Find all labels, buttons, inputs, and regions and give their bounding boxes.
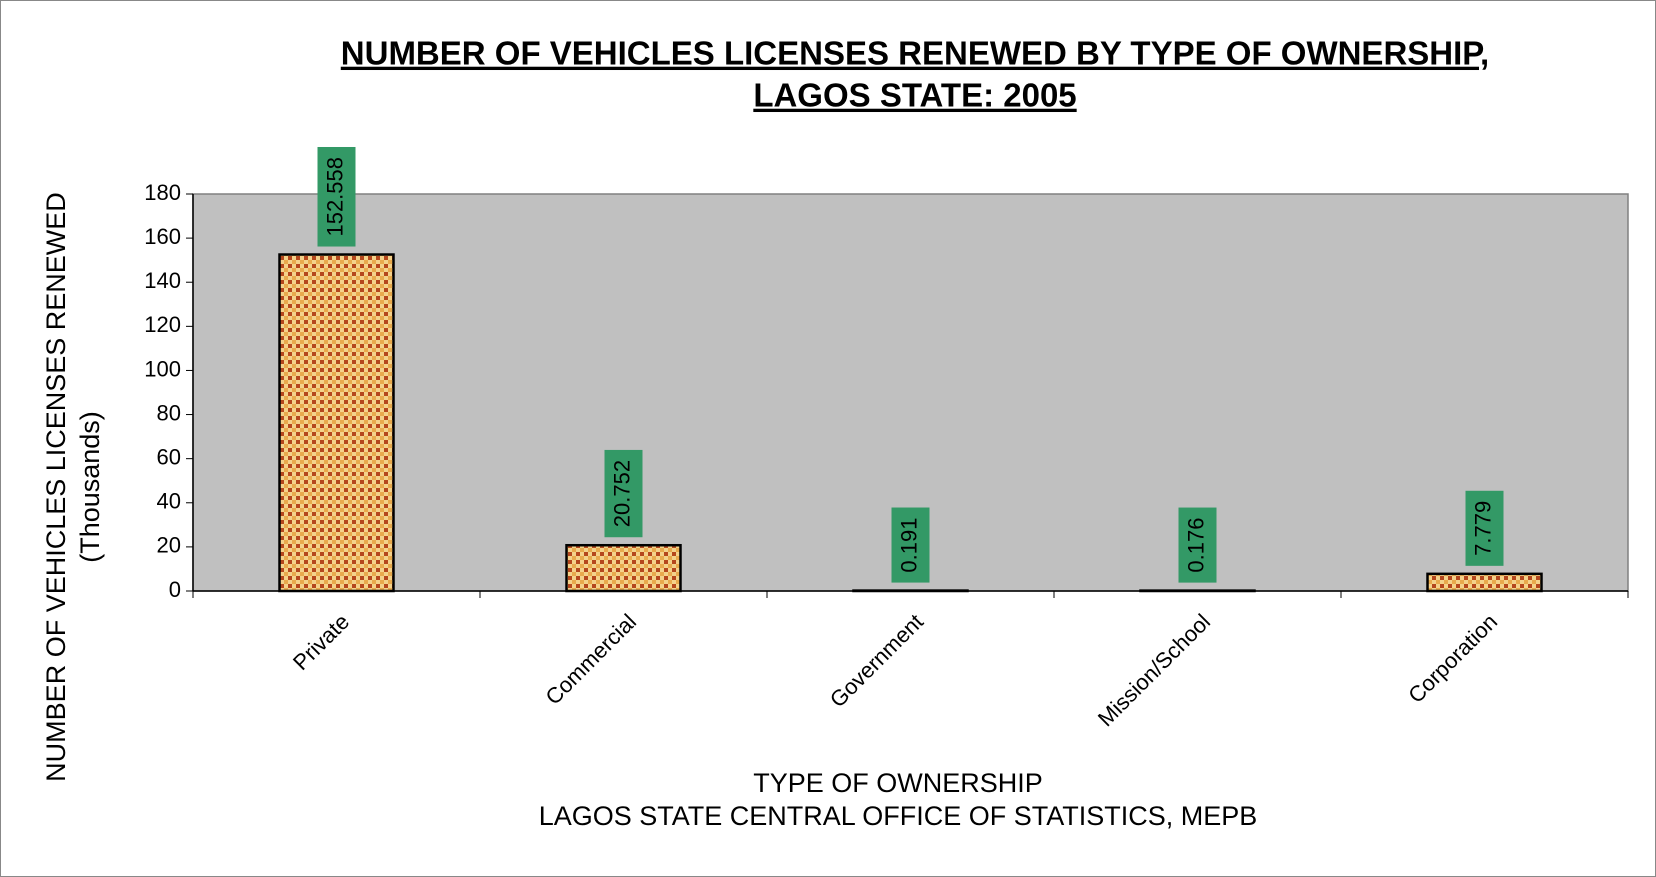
x-tick-label: Government (825, 609, 928, 712)
bar (1426, 572, 1543, 593)
y-tick-label: 40 (157, 489, 181, 514)
y-tick-label: 140 (144, 268, 181, 293)
data-label-box (891, 507, 930, 583)
chart-title: LAGOS STATE: 2005 (753, 77, 1076, 114)
y-tick-label: 120 (144, 312, 181, 337)
x-tick-label: Private (288, 609, 354, 675)
data-label: 152.558 (322, 157, 347, 237)
y-tick-label: 100 (144, 356, 181, 381)
y-tick-label: 0 (169, 577, 181, 602)
data-label: 20.752 (609, 460, 634, 527)
y-tick-label: 20 (157, 533, 181, 558)
data-label-box (1178, 507, 1217, 583)
data-label: 0.176 (1183, 518, 1208, 573)
y-axis-label: (Thousands) (75, 411, 105, 563)
bar (565, 543, 682, 593)
x-tick-label: Commercial (540, 609, 641, 710)
y-axis-label: NUMBER OF VEHICLES LICENSES RENEWED (41, 192, 71, 782)
y-tick-label: 80 (157, 400, 181, 425)
y-tick-label: 180 (144, 180, 181, 205)
data-label-box (1465, 490, 1504, 566)
x-axis-label: TYPE OF OWNERSHIP (753, 768, 1043, 798)
y-tick-label: 60 (157, 444, 181, 469)
chart-title: NUMBER OF VEHICLES LICENSES RENEWED BY T… (341, 35, 1489, 72)
bar (278, 253, 395, 593)
x-tick-label: Mission/School (1093, 609, 1215, 731)
data-label: 7.779 (1470, 501, 1495, 556)
source-note: LAGOS STATE CENTRAL OFFICE OF STATISTICS… (539, 801, 1258, 831)
data-label-box (317, 146, 356, 247)
data-label: 0.191 (896, 518, 921, 573)
y-tick-label: 160 (144, 224, 181, 249)
data-label-box (604, 449, 643, 538)
x-tick-label: Corporation (1403, 609, 1502, 708)
